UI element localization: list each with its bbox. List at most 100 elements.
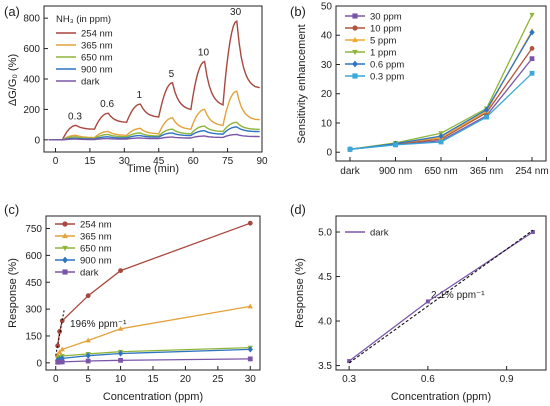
data-point — [529, 46, 535, 51]
data-point — [55, 343, 61, 349]
x-tick-label: 0.9 — [500, 374, 514, 385]
legend-label: 650 nm — [81, 53, 113, 64]
panel-a-ylabel: ΔG/G₀ (%) — [7, 54, 19, 106]
data-point — [57, 359, 63, 365]
series-line-254-nm — [57, 222, 251, 346]
series-line-650-nm — [48, 121, 260, 141]
data-point — [59, 318, 65, 324]
pulse-label: 0.6 — [100, 99, 114, 110]
data-point — [57, 329, 63, 334]
panel-d: (d) Response (%) Concentration (ppm) 2.1… — [290, 202, 547, 403]
panel-c-annotation: 196% ppm⁻¹ — [70, 319, 127, 330]
panel-c-frame — [45, 215, 261, 371]
legend-label: 900 nm — [80, 256, 112, 267]
y-tick-label: 4.0 — [318, 317, 332, 328]
data-point — [59, 346, 65, 352]
data-point — [425, 299, 430, 304]
data-point — [483, 106, 490, 113]
fit-line — [348, 229, 534, 364]
data-point — [438, 139, 444, 145]
data-point — [529, 29, 535, 36]
legend-label: dark — [370, 228, 389, 239]
y-tick-label: 20 — [321, 89, 333, 100]
y-tick-label: 0 — [36, 358, 42, 369]
pulse-label: 10 — [198, 48, 210, 59]
legend-marker — [62, 232, 68, 239]
y-tick-label: 200 — [23, 105, 40, 116]
y-tick-label: 300 — [25, 305, 42, 316]
panel-a: (a) ΔG/G₀ (%) Time (min) NH₃ (in ppm) 0 1… — [4, 4, 268, 175]
data-point — [85, 337, 91, 343]
x-tick-label: 30 — [119, 156, 131, 167]
legend-marker — [352, 49, 358, 56]
data-point — [438, 133, 444, 140]
legend-label: 365 nm — [81, 41, 113, 52]
data-point — [59, 359, 65, 365]
legend-label: 900 nm — [81, 65, 113, 76]
data-point — [117, 325, 124, 331]
x-tick-label: 20 — [180, 374, 192, 385]
data-point — [117, 350, 124, 357]
data-point — [530, 230, 535, 235]
data-point — [347, 359, 352, 364]
data-point — [118, 268, 123, 274]
panel-a-lines — [48, 19, 260, 141]
data-point — [529, 12, 535, 18]
panel-d-xlabel: Concentration (ppm) — [391, 391, 491, 403]
panel-a-legend-title: NH₃ (in ppm) — [56, 14, 111, 25]
x-tick-label: 5 — [85, 374, 91, 385]
x-tick-label: 650 nm — [424, 166, 457, 177]
series-line-365-nm — [57, 305, 251, 356]
x-tick-label: 900 nm — [379, 166, 412, 177]
x-tick-label: 75 — [222, 156, 234, 167]
x-tick-label: 0 — [53, 374, 59, 385]
panel-d-ticks: 0.3 0.6 0.9 3.5 4.0 4.5 5.0 — [318, 228, 514, 385]
data-point — [484, 114, 489, 120]
y-tick-label: 3.5 — [318, 361, 332, 372]
y-tick-label: 150 — [25, 331, 42, 342]
x-tick-label: 0.3 — [342, 374, 356, 385]
x-tick-label: 15 — [147, 374, 159, 385]
legend-label: 10 ppm — [370, 24, 402, 35]
pulse-label: 30 — [230, 7, 242, 18]
x-tick-label: 15 — [84, 156, 96, 167]
x-tick-label: 0.6 — [421, 374, 435, 385]
legend-marker — [352, 36, 358, 43]
x-tick-label: 30 — [245, 374, 257, 385]
data-point — [529, 56, 535, 62]
panel-d-lines — [347, 229, 535, 364]
x-tick-label: dark — [340, 166, 360, 177]
panel-b: (b) Sensitivity enhancement dark 900 nm 65… — [290, 2, 549, 178]
data-point — [85, 352, 91, 359]
x-tick-label: 365 nm — [470, 166, 503, 177]
data-point — [247, 303, 253, 309]
legend-label: 254 nm — [81, 29, 113, 40]
panel-c: (c) Response (%) Concentration (ppm) 196… — [4, 202, 261, 403]
y-tick-label: 0 — [326, 148, 332, 159]
pulse-label: 5 — [169, 69, 175, 80]
x-tick-label: 254 nm — [515, 166, 548, 177]
legend-label: dark — [80, 268, 99, 279]
legend-marker — [352, 60, 358, 68]
legend-label: 0.3 ppm — [370, 72, 404, 83]
series-line-365-nm — [48, 90, 260, 141]
panel-d-frame — [335, 215, 547, 371]
legend-marker — [62, 245, 68, 252]
legend-marker — [352, 73, 358, 79]
y-tick-label: 30 — [321, 60, 333, 71]
data-point — [247, 220, 253, 226]
legend-label: 0.6 ppm — [370, 60, 404, 71]
panel-b-ylabel: Sensitivity enhancement — [296, 24, 308, 143]
x-tick-label: 45 — [153, 156, 165, 167]
y-tick-label: 600 — [23, 44, 40, 55]
legend-marker — [352, 13, 358, 19]
panel-d-annotation: 2.1% ppm⁻¹ — [431, 290, 485, 301]
panel-d-legend: dark — [345, 228, 389, 239]
legend-marker — [352, 25, 358, 31]
data-point — [85, 293, 91, 299]
y-tick-label: 50 — [321, 2, 333, 13]
